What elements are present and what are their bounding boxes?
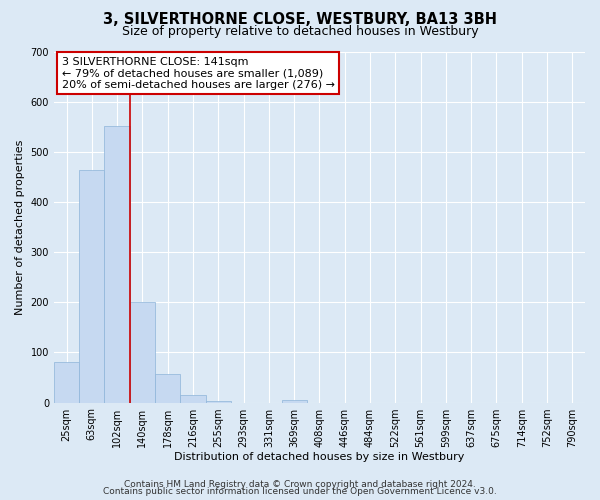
Text: 3, SILVERTHORNE CLOSE, WESTBURY, BA13 3BH: 3, SILVERTHORNE CLOSE, WESTBURY, BA13 3B… bbox=[103, 12, 497, 28]
Text: Contains HM Land Registry data © Crown copyright and database right 2024.: Contains HM Land Registry data © Crown c… bbox=[124, 480, 476, 489]
X-axis label: Distribution of detached houses by size in Westbury: Distribution of detached houses by size … bbox=[174, 452, 464, 462]
Bar bbox=[54, 362, 79, 403]
Bar bbox=[155, 374, 181, 402]
Text: Size of property relative to detached houses in Westbury: Size of property relative to detached ho… bbox=[122, 25, 478, 38]
Text: Contains public sector information licensed under the Open Government Licence v3: Contains public sector information licen… bbox=[103, 487, 497, 496]
Bar bbox=[206, 401, 231, 402]
Bar bbox=[104, 126, 130, 402]
Bar bbox=[181, 395, 206, 402]
Bar bbox=[79, 170, 104, 402]
Text: 3 SILVERTHORNE CLOSE: 141sqm
← 79% of detached houses are smaller (1,089)
20% of: 3 SILVERTHORNE CLOSE: 141sqm ← 79% of de… bbox=[62, 57, 335, 90]
Bar bbox=[130, 302, 155, 402]
Y-axis label: Number of detached properties: Number of detached properties bbox=[15, 140, 25, 314]
Bar bbox=[281, 400, 307, 402]
